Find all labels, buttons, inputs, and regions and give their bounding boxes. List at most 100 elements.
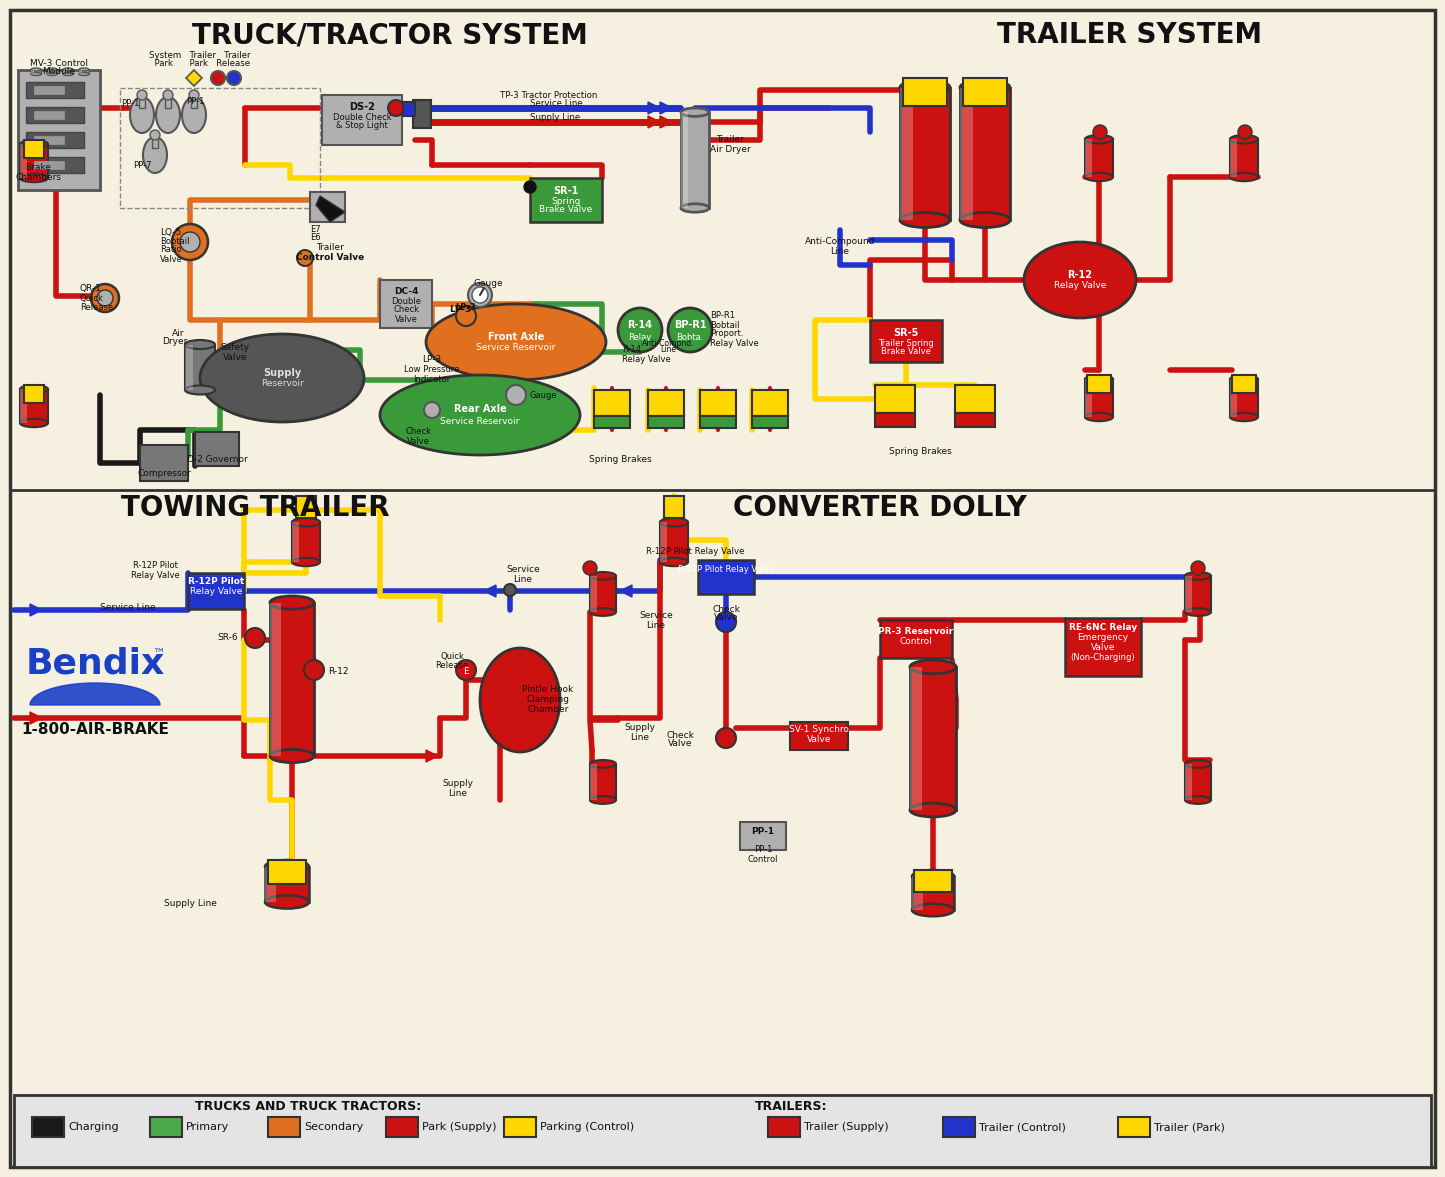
Text: Relay Valve: Relay Valve [621, 354, 670, 364]
Bar [681, 112, 688, 208]
Bar [751, 390, 788, 415]
Bar [20, 145, 27, 178]
Bar [944, 1117, 975, 1137]
Text: Service Reservoir: Service Reservoir [441, 417, 520, 426]
Bar [1085, 139, 1092, 177]
Bar [322, 95, 402, 145]
Bar [267, 860, 306, 884]
Circle shape [303, 660, 324, 680]
Polygon shape [484, 585, 496, 597]
Circle shape [1238, 125, 1251, 139]
Bar [740, 822, 786, 850]
Text: SR-5: SR-5 [893, 328, 919, 338]
Ellipse shape [20, 174, 48, 182]
Text: Safety: Safety [221, 344, 250, 352]
Text: SR-6: SR-6 [217, 633, 238, 643]
Text: TRAILERS:: TRAILERS: [754, 1099, 828, 1112]
Text: Anti-Compnd.: Anti-Compnd. [642, 339, 694, 347]
Bar [191, 97, 197, 108]
Text: CONVERTER DOLLY: CONVERTER DOLLY [733, 494, 1027, 523]
Circle shape [525, 181, 536, 193]
Ellipse shape [1025, 242, 1136, 318]
Bar [386, 1117, 418, 1137]
Ellipse shape [1085, 173, 1113, 181]
Text: Brake: Brake [25, 164, 51, 173]
Bar [35, 137, 64, 144]
Ellipse shape [264, 860, 309, 873]
Ellipse shape [64, 68, 74, 71]
Text: E: E [464, 667, 468, 677]
Text: 1-800-AIR-BRAKE: 1-800-AIR-BRAKE [22, 723, 169, 738]
Ellipse shape [1185, 796, 1211, 804]
Circle shape [717, 729, 736, 749]
Circle shape [163, 89, 173, 100]
Polygon shape [30, 683, 160, 705]
Text: Clamping: Clamping [526, 696, 569, 705]
Text: Anti-Compound: Anti-Compound [805, 238, 876, 246]
Text: Relay Valve: Relay Valve [1053, 281, 1107, 291]
Ellipse shape [1185, 760, 1211, 767]
Ellipse shape [681, 204, 709, 212]
Text: Pintle Hook: Pintle Hook [523, 685, 574, 694]
Text: LP-3: LP-3 [455, 302, 477, 312]
Ellipse shape [143, 137, 168, 173]
Ellipse shape [590, 609, 616, 616]
Text: Service: Service [506, 565, 540, 574]
Bar [955, 385, 996, 413]
Ellipse shape [130, 97, 155, 133]
Text: Supply Line: Supply Line [530, 113, 581, 122]
Text: R-14: R-14 [627, 320, 653, 330]
Bar [959, 87, 1010, 220]
Text: Line: Line [448, 789, 468, 798]
Ellipse shape [1230, 135, 1259, 144]
Ellipse shape [1230, 413, 1259, 421]
Bar [1233, 375, 1256, 393]
Bar [660, 523, 668, 561]
Bar [26, 107, 84, 124]
Ellipse shape [182, 97, 207, 133]
Ellipse shape [480, 649, 561, 752]
Text: TRUCK/TRACTOR SYSTEM: TRUCK/TRACTOR SYSTEM [192, 21, 588, 49]
Bar [64, 69, 74, 74]
Bar [647, 390, 683, 415]
Ellipse shape [185, 340, 215, 350]
Text: System   Trailer   Trailer: System Trailer Trailer [149, 51, 251, 60]
Circle shape [181, 232, 199, 252]
Text: Chamber: Chamber [527, 705, 569, 714]
Bar [1087, 375, 1111, 393]
Bar [962, 78, 1007, 106]
Text: RE-6NC Relay: RE-6NC Relay [1069, 624, 1137, 632]
Text: Relay: Relay [629, 332, 652, 341]
Bar [698, 560, 754, 594]
Text: Compressor: Compressor [137, 468, 191, 478]
Text: TP-3 Tractor Protection: TP-3 Tractor Protection [500, 92, 597, 100]
Text: Control Valve: Control Valve [296, 253, 364, 262]
Ellipse shape [380, 375, 579, 455]
Text: SR-1: SR-1 [553, 186, 578, 197]
Polygon shape [647, 117, 660, 128]
Ellipse shape [20, 385, 48, 393]
Text: PR-3 Reservoir: PR-3 Reservoir [879, 626, 954, 636]
Circle shape [618, 308, 662, 352]
Text: Control: Control [900, 637, 932, 645]
Circle shape [246, 629, 264, 649]
Text: Air Dryer: Air Dryer [709, 146, 750, 154]
Bar [264, 866, 276, 902]
Text: ™: ™ [152, 649, 165, 661]
Bar [35, 86, 64, 94]
Bar [403, 102, 415, 117]
Ellipse shape [912, 904, 954, 917]
Text: Supply: Supply [624, 724, 656, 732]
Bar [25, 140, 43, 158]
Ellipse shape [48, 73, 56, 75]
Text: Primary: Primary [186, 1122, 230, 1132]
Bar [292, 523, 299, 561]
Circle shape [221, 344, 249, 372]
Text: Indicator: Indicator [413, 374, 451, 384]
Bar [590, 576, 597, 612]
Text: SV-1 Synchro: SV-1 Synchro [789, 725, 850, 734]
Ellipse shape [292, 518, 319, 526]
Polygon shape [30, 712, 42, 724]
Text: Emergency: Emergency [1078, 633, 1129, 643]
Ellipse shape [20, 140, 48, 148]
